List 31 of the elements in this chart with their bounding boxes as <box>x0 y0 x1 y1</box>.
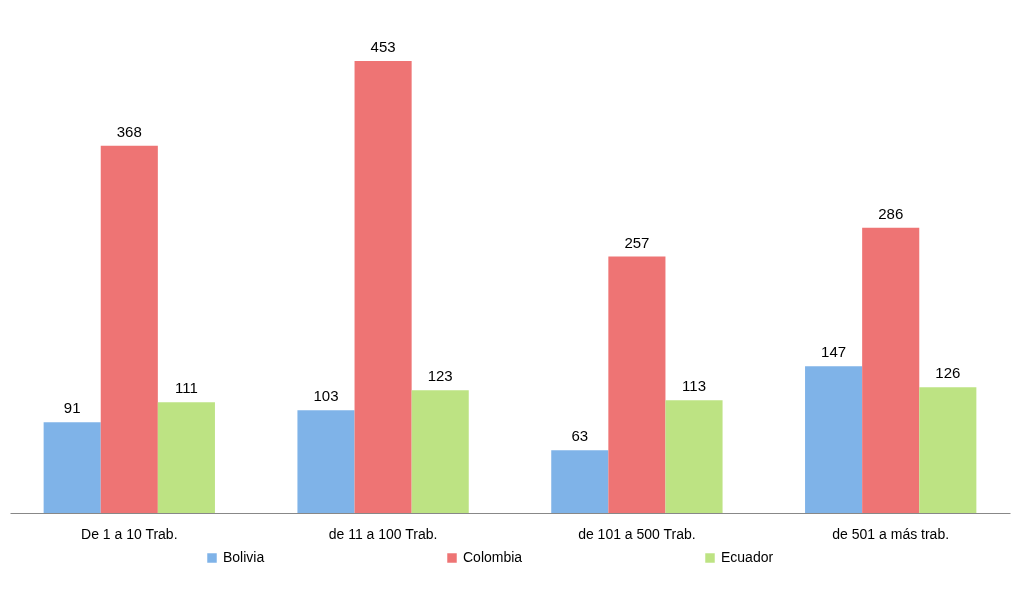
bar <box>805 366 863 513</box>
data-label: 123 <box>427 367 453 385</box>
bar <box>608 256 666 513</box>
legend-label: Colombia <box>463 549 523 565</box>
bar <box>551 450 609 513</box>
data-label: 63 <box>571 427 589 445</box>
x-tick-label: de 101 a 500 Trab. <box>578 525 696 542</box>
bar <box>411 390 469 513</box>
data-label: 113 <box>682 377 706 395</box>
data-label: 91 <box>63 399 81 417</box>
bar <box>919 387 977 513</box>
data-label: 111 <box>174 379 198 397</box>
bar <box>354 61 412 513</box>
bar <box>157 402 215 513</box>
data-label: 368 <box>116 122 142 140</box>
x-tick-label: de 501 a más trab. <box>832 525 950 542</box>
legend-label: Ecuador <box>721 549 774 565</box>
bar <box>297 410 355 513</box>
data-label: 147 <box>821 343 847 361</box>
x-tick-label: de 11 a 100 Trab. <box>328 525 438 542</box>
bar <box>862 227 920 513</box>
data-label: 286 <box>878 204 904 222</box>
bar <box>43 422 101 513</box>
data-label: 126 <box>935 364 961 382</box>
data-label: 257 <box>624 233 650 251</box>
x-tick-label: De 1 a 10 Trab. <box>81 525 178 542</box>
data-label: 453 <box>370 38 396 55</box>
bar <box>665 400 723 513</box>
bar <box>100 145 158 513</box>
legend-label: Bolivia <box>223 549 265 565</box>
data-label: 103 <box>313 387 339 405</box>
